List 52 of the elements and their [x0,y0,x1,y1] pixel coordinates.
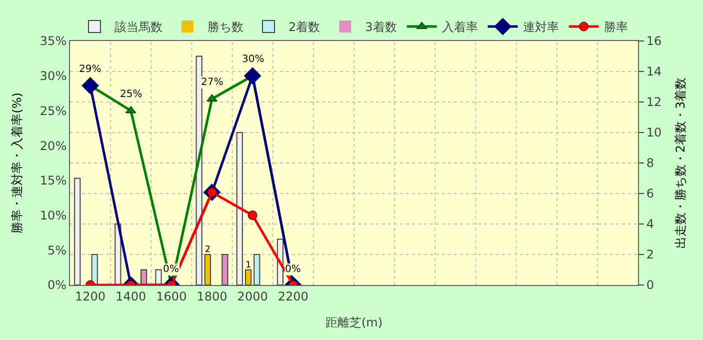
y-tick-label: 20% [40,138,67,153]
y-tick-label: 35% [40,34,67,48]
data-label: 1 [245,260,252,270]
y2-tick-label: 6 [646,186,654,201]
y2-tick-label: 2 [646,248,654,262]
bar [91,254,98,285]
bar [74,178,81,285]
legend-label: 連対率 [522,20,559,34]
data-label: 2 [204,245,210,256]
bar [254,254,260,285]
y-tick-label: 30% [40,69,67,84]
point [82,76,99,94]
x-tick-label: 1800 [196,289,228,304]
x-tick-label: 2200 [278,289,308,304]
bar [140,269,148,285]
data-label: 30% [242,54,264,65]
y2-tick-label: 12 [646,95,662,110]
data-label: 25% [120,89,142,100]
data-label: 0% [285,264,301,275]
point [244,67,262,85]
bar [236,132,243,285]
y-tick-label: 25% [40,104,67,118]
legend-label: 3着数 [365,20,397,34]
y2-tick-label: 4 [646,217,654,232]
legend-label: 2着数 [288,20,320,34]
y2-tick-label: 8 [646,156,654,170]
y2-tick-label: 0 [646,278,654,292]
x-tick-label: 1200 [75,289,106,304]
x-axis-title: 距離芝(m) [325,315,383,330]
y2-tick-label: 16 [646,34,662,48]
y2-tick-label: 14 [646,64,662,79]
bar [222,254,228,285]
y-tick-label: 0% [48,278,67,292]
bar [204,254,211,285]
y-tick-label: 10% [40,208,67,222]
legend-label: 入着率 [442,20,478,34]
data-label: 27% [201,77,224,88]
y2-axis-title: 出走数・勝ち数・2着数・3着数 [674,77,688,249]
x-tick-label: 1400 [116,289,146,304]
y-tick-label: 5% [48,243,67,258]
bar [244,269,252,285]
bar [155,269,162,285]
y-axis-title: 勝率・連対率・入着率(%) [10,92,24,234]
y-tick-label: 15% [40,174,67,188]
legend-label: 該当馬数 [114,20,162,34]
y2-tick-label: 10 [646,126,662,140]
legend-label: 勝ち数 [208,20,244,34]
legend-label: 勝率 [604,20,628,34]
x-tick-label: 1600 [156,289,187,304]
data-label: 29% [79,64,102,75]
data-label: 0% [163,264,179,275]
x-tick-label: 2000 [237,289,268,304]
